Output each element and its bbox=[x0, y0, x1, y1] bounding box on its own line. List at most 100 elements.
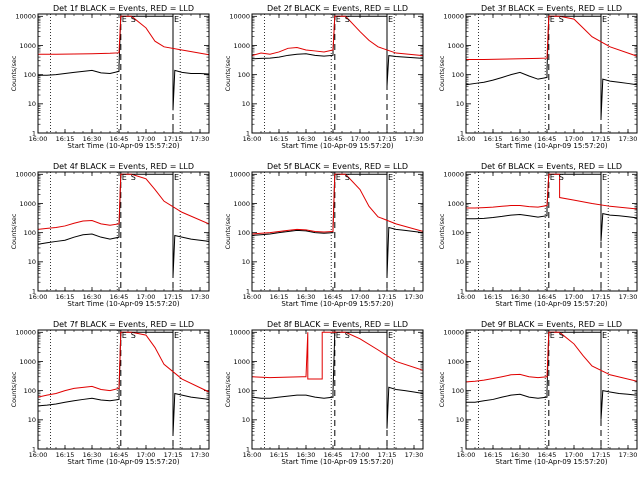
marker-label: E bbox=[336, 173, 341, 182]
y-axis-label: Counts/sec bbox=[438, 55, 446, 91]
plot-frame bbox=[465, 171, 638, 292]
panel-title: Det 6f BLACK = Events, RED = LLD bbox=[481, 162, 622, 171]
plot-area bbox=[466, 173, 637, 242]
y-tick-label: 10 bbox=[242, 100, 250, 108]
marker-label: E bbox=[388, 173, 393, 182]
marker-label: S bbox=[559, 331, 564, 340]
y-axis-label: Counts/sec bbox=[224, 371, 232, 407]
plot-area bbox=[38, 173, 209, 278]
x-tick-label: 16:45 bbox=[324, 135, 343, 143]
y-tick-label: 10000 bbox=[443, 13, 464, 21]
detector-panel-8: Det 8f BLACK = Events, RED = LLD 1 10 100 10… bbox=[224, 320, 424, 466]
series-line-lld bbox=[38, 331, 209, 398]
plot-area bbox=[252, 331, 423, 429]
marker-label: E bbox=[550, 173, 555, 182]
y-tick-label: 1 bbox=[246, 287, 250, 295]
x-tick-label: 17:30 bbox=[405, 293, 424, 301]
series-line-events bbox=[252, 173, 423, 278]
x-tick-label: 17:30 bbox=[191, 135, 210, 143]
plot-frame bbox=[37, 171, 210, 292]
plot-frame bbox=[37, 329, 210, 450]
x-tick-label: 17:00 bbox=[565, 293, 584, 301]
x-tick-label: 16:15 bbox=[270, 135, 289, 143]
marker-label: E bbox=[388, 331, 393, 340]
detector-panel-9: Det 9f BLACK = Events, RED = LLD 1 10 100 10… bbox=[438, 320, 638, 466]
panel-title: Det 1f BLACK = Events, RED = LLD bbox=[53, 4, 194, 13]
x-axis-label: Start Time (10-Apr-09 15:57:20) bbox=[281, 458, 393, 466]
series-line-lld bbox=[38, 15, 209, 56]
y-tick-label: 1000 bbox=[447, 42, 464, 50]
x-tick-label: 17:00 bbox=[137, 451, 156, 459]
y-tick-label: 10 bbox=[28, 416, 36, 424]
x-tick-label: 16:30 bbox=[297, 135, 316, 143]
x-tick-label: 16:30 bbox=[83, 293, 102, 301]
marker-label: E bbox=[122, 331, 127, 340]
marker-label: E bbox=[122, 15, 127, 24]
x-tick-label: 17:00 bbox=[565, 451, 584, 459]
x-tick-label: 16:15 bbox=[484, 293, 503, 301]
series-line-events bbox=[252, 331, 423, 429]
x-tick-label: 17:00 bbox=[565, 135, 584, 143]
plot-area bbox=[38, 15, 209, 111]
y-tick-label: 100 bbox=[238, 229, 250, 237]
y-tick-label: 1 bbox=[460, 287, 464, 295]
x-tick-label: 17:15 bbox=[378, 135, 397, 143]
x-tick-label: 16:00 bbox=[243, 451, 262, 459]
marker-label: E bbox=[602, 173, 607, 182]
x-tick-label: 16:00 bbox=[457, 451, 476, 459]
detector-panel-6: Det 6f BLACK = Events, RED = LLD 1 10 100 10… bbox=[438, 162, 638, 308]
y-tick-label: 10000 bbox=[443, 171, 464, 179]
plot-frame bbox=[251, 329, 424, 450]
marker-label: E bbox=[550, 15, 555, 24]
x-tick-label: 17:15 bbox=[164, 451, 183, 459]
y-tick-label: 1000 bbox=[233, 358, 250, 366]
plot-frame bbox=[251, 13, 424, 134]
plot-frame bbox=[465, 329, 638, 450]
x-tick-label: 17:15 bbox=[378, 451, 397, 459]
x-tick-label: 17:00 bbox=[351, 293, 370, 301]
y-tick-label: 1 bbox=[460, 129, 464, 137]
y-tick-label: 10000 bbox=[229, 13, 250, 21]
y-tick-label: 1000 bbox=[19, 42, 36, 50]
x-tick-label: 17:15 bbox=[164, 135, 183, 143]
x-axis-label: Start Time (10-Apr-09 15:57:20) bbox=[67, 142, 179, 150]
x-axis-label: Start Time (10-Apr-09 15:57:20) bbox=[495, 458, 607, 466]
x-tick-label: 16:15 bbox=[484, 135, 503, 143]
series-line-lld bbox=[38, 173, 209, 230]
x-tick-label: 16:30 bbox=[83, 135, 102, 143]
x-tick-label: 16:15 bbox=[270, 293, 289, 301]
x-tick-label: 16:30 bbox=[297, 451, 316, 459]
series-line-events bbox=[38, 331, 209, 436]
marker-label: E bbox=[174, 173, 179, 182]
y-tick-label: 1 bbox=[32, 287, 36, 295]
x-tick-label: 16:30 bbox=[511, 293, 530, 301]
marker-label: S bbox=[559, 173, 564, 182]
y-axis-label: Counts/sec bbox=[224, 213, 232, 249]
y-tick-label: 100 bbox=[24, 229, 36, 237]
y-axis-label: Counts/sec bbox=[224, 55, 232, 91]
marker-label: E bbox=[336, 331, 341, 340]
y-axis-label: Counts/sec bbox=[10, 55, 18, 91]
plot-area bbox=[252, 173, 423, 278]
y-tick-label: 1 bbox=[246, 129, 250, 137]
y-tick-label: 10 bbox=[28, 100, 36, 108]
x-tick-label: 17:00 bbox=[351, 451, 370, 459]
x-tick-label: 17:00 bbox=[351, 135, 370, 143]
y-axis-label: Counts/sec bbox=[10, 371, 18, 407]
y-tick-label: 10000 bbox=[443, 329, 464, 337]
x-axis-label: Start Time (10-Apr-09 15:57:20) bbox=[67, 300, 179, 308]
y-tick-label: 100 bbox=[238, 71, 250, 79]
y-tick-label: 1 bbox=[32, 129, 36, 137]
y-axis-label: Counts/sec bbox=[438, 213, 446, 249]
x-tick-label: 17:15 bbox=[164, 293, 183, 301]
x-axis-label: Start Time (10-Apr-09 15:57:20) bbox=[281, 300, 393, 308]
marker-label: E bbox=[336, 15, 341, 24]
x-tick-label: 16:30 bbox=[83, 451, 102, 459]
x-axis-label: Start Time (10-Apr-09 15:57:20) bbox=[495, 142, 607, 150]
marker-label: S bbox=[131, 331, 136, 340]
y-tick-label: 1000 bbox=[233, 200, 250, 208]
plot-area bbox=[252, 15, 423, 87]
y-tick-label: 100 bbox=[238, 387, 250, 395]
y-tick-label: 100 bbox=[452, 387, 464, 395]
